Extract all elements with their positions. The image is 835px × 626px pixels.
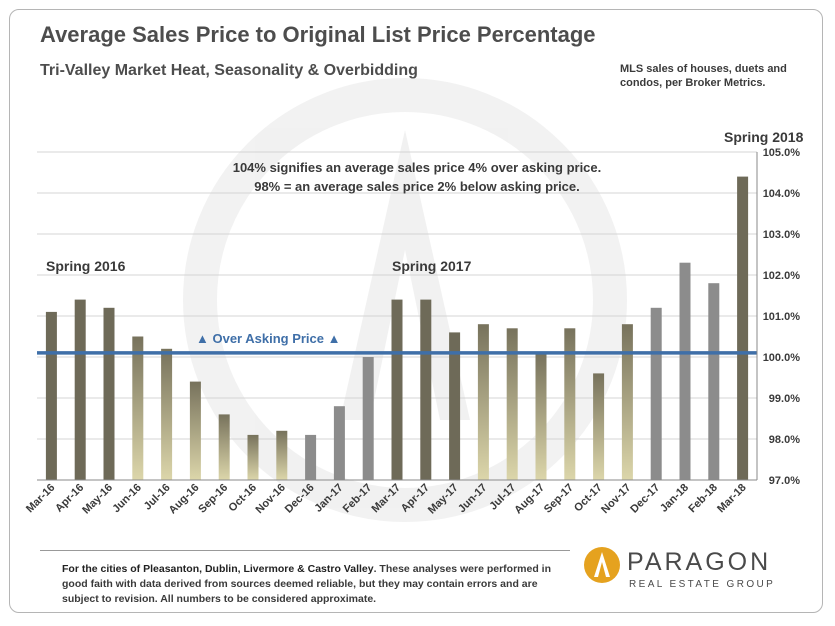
bar-chart: ▲ Over Asking Price ▲ 97.0% 98.0% 99.0% 100… xyxy=(24,78,804,522)
bar-Dec-17 xyxy=(650,307,662,480)
bar-Mar-16 xyxy=(45,311,57,480)
x-tick-label: Feb-18 xyxy=(686,482,720,516)
x-tick-label: Jan-18 xyxy=(658,482,691,515)
bar-Feb-17 xyxy=(362,357,374,480)
x-tick-label: Nov-16 xyxy=(253,482,287,516)
y-tick-label: 98.0% xyxy=(769,434,800,446)
footer-cities: For the cities of Pleasanton, Dublin, Li… xyxy=(62,563,374,575)
bar-Apr-17 xyxy=(420,299,432,480)
x-tick-label: Nov-17 xyxy=(599,482,633,516)
spring-2018-label: Spring 2018 xyxy=(724,129,804,145)
x-tick-label: Sep-16 xyxy=(196,482,230,516)
bar-Mar-17 xyxy=(391,299,403,480)
paragon-logo: PARAGON REAL ESTATE GROUP xyxy=(583,546,803,596)
x-tick-label: Jun-16 xyxy=(110,482,144,516)
y-tick-label: 99.0% xyxy=(769,393,800,405)
bar-Mar-18 xyxy=(737,176,749,480)
spring-2016-label: Spring 2016 xyxy=(46,258,126,274)
watermark xyxy=(183,78,627,522)
footer-disclaimer-text: . These analyses were performed in good … xyxy=(62,563,552,605)
x-tick-label: Aug-16 xyxy=(167,482,202,517)
spring-2017-label: Spring 2017 xyxy=(392,258,472,274)
bar-Jun-16 xyxy=(132,336,144,480)
bar-Aug-17 xyxy=(535,352,547,480)
over-asking-line: ▲ Over Asking Price ▲ xyxy=(37,331,757,355)
footer-divider xyxy=(40,550,570,551)
bars xyxy=(45,176,749,480)
x-tick-label: Sep-17 xyxy=(542,482,576,516)
bar-Dec-16 xyxy=(305,434,317,480)
note-line-1: 104% signifies an average sales price 4%… xyxy=(233,160,602,175)
bar-Nov-17 xyxy=(621,324,633,480)
source-note: MLS sales of houses, duets and condos, p… xyxy=(620,63,787,89)
note-line-2: 98% = an average sales price 2% below as… xyxy=(254,179,580,194)
logo-tagline: REAL ESTATE GROUP xyxy=(629,579,776,590)
y-tick-label: 105.0% xyxy=(763,147,801,159)
bar-Apr-16 xyxy=(74,299,86,480)
x-tick-label: Dec-17 xyxy=(628,482,662,516)
bar-Aug-16 xyxy=(189,381,201,480)
bar-Jan-17 xyxy=(333,406,345,480)
y-axis: 97.0% 98.0% 99.0% 100.0% 101.0% 102.0% 103.0% 1… xyxy=(756,147,801,487)
bar-Oct-16 xyxy=(247,434,259,480)
chart-subtitle: Tri-Valley Market Heat, Seasonality & Ov… xyxy=(40,62,418,79)
bar-Oct-17 xyxy=(593,373,605,480)
bar-May-16 xyxy=(103,307,115,480)
paragon-mark-icon xyxy=(584,547,620,583)
x-tick-label: May-16 xyxy=(80,482,115,517)
y-tick-label: 97.0% xyxy=(769,475,800,487)
y-tick-label: 101.0% xyxy=(763,311,801,323)
bar-Jun-17 xyxy=(477,324,489,480)
logo-name: PARAGON xyxy=(627,548,772,576)
y-tick-label: 103.0% xyxy=(763,229,801,241)
footer-disclaimer: For the cities of Pleasanton, Dublin, Li… xyxy=(62,562,562,607)
bar-Sep-17 xyxy=(564,328,576,480)
bar-Nov-16 xyxy=(276,430,288,480)
x-tick-label: Mar-18 xyxy=(715,482,749,516)
y-tick-label: 100.0% xyxy=(763,352,801,364)
bar-Feb-18 xyxy=(708,283,720,480)
y-tick-label: 102.0% xyxy=(763,270,801,282)
x-tick-label: Mar-16 xyxy=(24,482,58,516)
over-asking-label: ▲ Over Asking Price ▲ xyxy=(196,331,340,346)
bar-Jul-17 xyxy=(506,328,518,480)
bar-Sep-16 xyxy=(218,414,230,480)
chart-title: Average Sales Price to Original List Pri… xyxy=(40,22,596,47)
bar-May-17 xyxy=(449,332,461,480)
bar-Jul-16 xyxy=(161,348,173,480)
y-tick-label: 104.0% xyxy=(763,188,801,200)
bar-Jan-18 xyxy=(679,262,691,480)
